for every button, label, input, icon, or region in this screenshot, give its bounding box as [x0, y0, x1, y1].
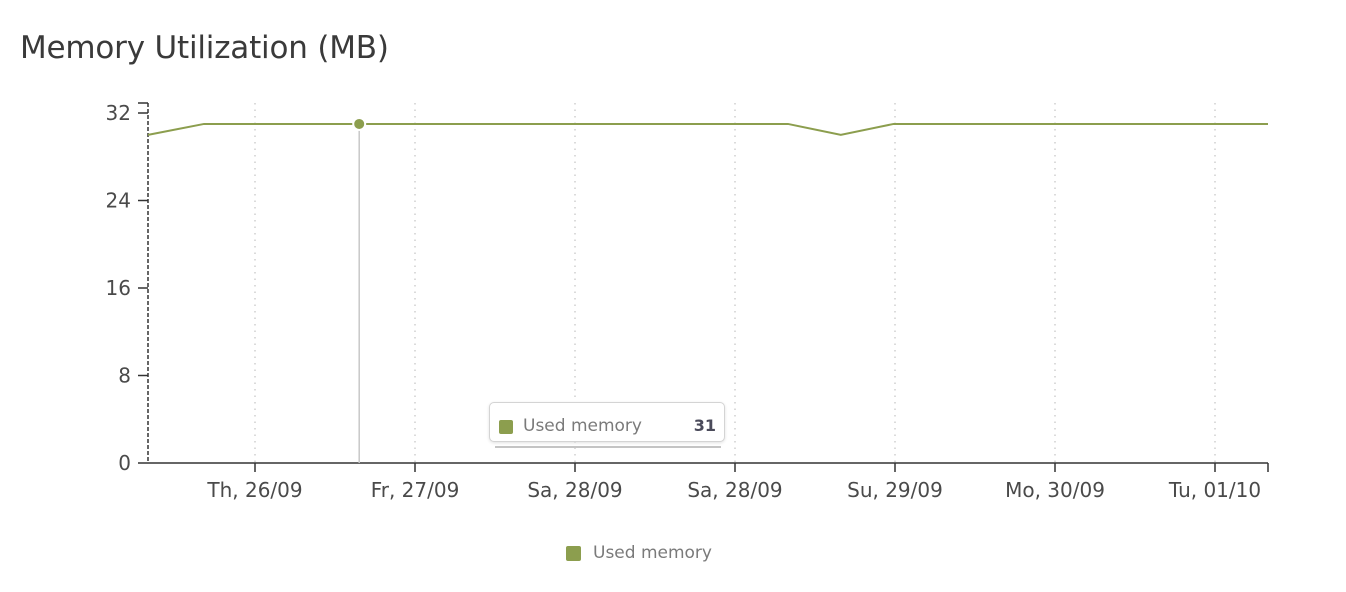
- x-tick-label: Sa, 28/09: [687, 478, 782, 502]
- legend-swatch-used-memory[interactable]: [566, 545, 581, 561]
- tooltip-series-swatch: [499, 420, 513, 434]
- x-tick-label: Fr, 27/09: [371, 478, 460, 502]
- y-tick-label: 0: [118, 451, 131, 475]
- chart-title: Memory Utilization (MB): [20, 30, 389, 66]
- tooltip-series-label: Used memory: [523, 416, 642, 436]
- x-tick-label: Tu, 01/10: [1168, 478, 1261, 502]
- x-tick-label: Mo, 30/09: [1005, 478, 1105, 502]
- hover-data-point: [352, 116, 367, 131]
- chart-legend[interactable]: Used memory: [566, 542, 712, 564]
- tooltip-series-value: 31: [693, 416, 716, 435]
- x-tick-label: Su, 29/09: [847, 478, 943, 502]
- y-tick-label: 24: [106, 189, 131, 213]
- y-tick-label: 8: [118, 364, 131, 388]
- x-tick-label: Th, 26/09: [206, 478, 302, 502]
- x-tick-label: Sa, 28/09: [527, 478, 622, 502]
- y-tick-label: 16: [106, 276, 131, 300]
- y-tick-label: 32: [106, 101, 131, 125]
- hover-tooltip: Used memory 31: [489, 402, 725, 442]
- series-line-used-memory: [147, 122, 1268, 136]
- legend-label-used-memory[interactable]: Used memory: [593, 543, 712, 563]
